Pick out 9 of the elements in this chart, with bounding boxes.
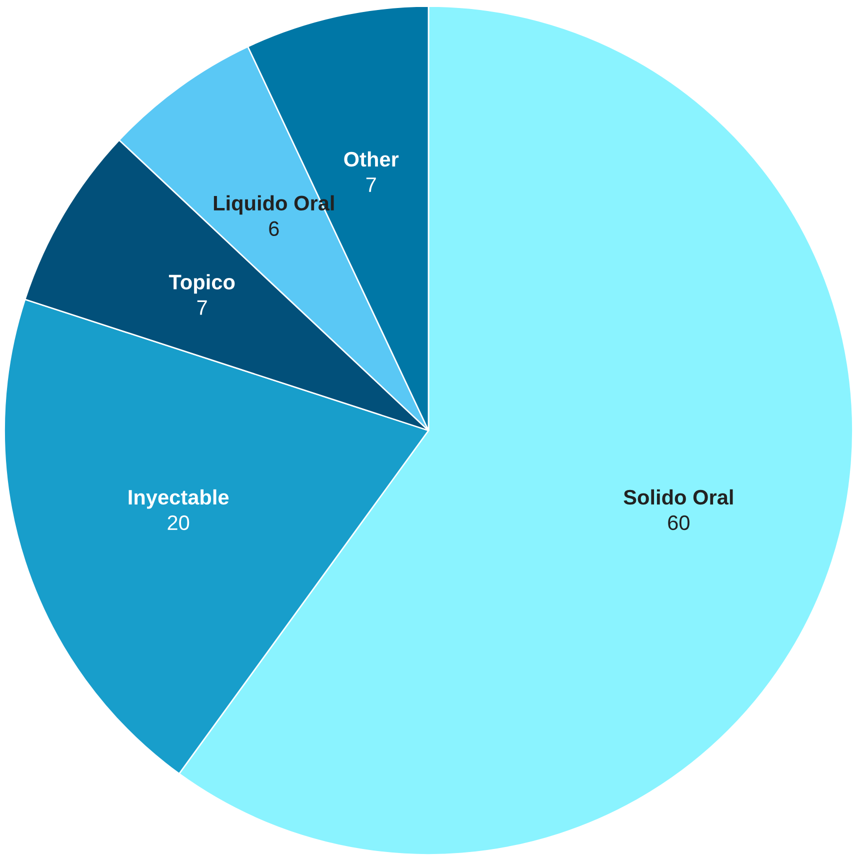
slice-label: Solido Oral	[624, 489, 733, 505]
data-label: 6	[269, 221, 279, 236]
data-label: 60	[668, 515, 690, 530]
slice-label: Topico	[168, 274, 235, 294]
slice-label: Other	[344, 151, 399, 167]
data-label: 7	[366, 178, 376, 192]
data-label: 7	[197, 300, 207, 315]
data-label: 20	[168, 515, 190, 530]
slice-label: Inyectable	[128, 489, 229, 509]
